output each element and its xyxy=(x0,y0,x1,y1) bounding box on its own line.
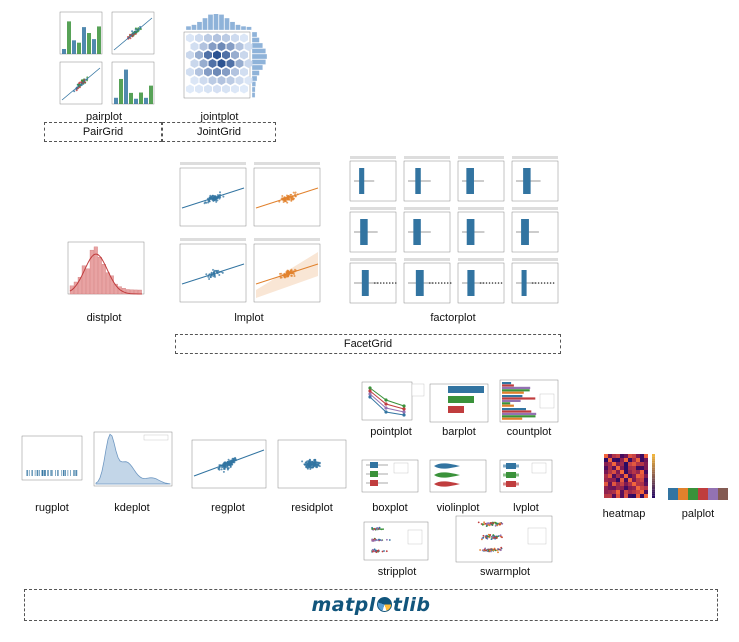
lvplot-caption: lvplot xyxy=(513,502,539,514)
residplot-thumbnail xyxy=(274,436,350,494)
heatmap-thumbnail xyxy=(588,452,664,502)
swarmplot-caption: swarmplot xyxy=(479,566,531,578)
palplot-thumbnail xyxy=(668,488,728,500)
kde-graphic xyxy=(93,431,173,487)
matplotlib-box: matpl tlib xyxy=(24,589,718,621)
lmplot-thumbnail xyxy=(174,158,324,308)
lm-graphic xyxy=(179,162,321,303)
residplot-caption: residplot xyxy=(291,502,333,514)
strip-graphic xyxy=(363,521,429,561)
jointplot-caption: jointplot xyxy=(200,111,239,123)
heat-graphic xyxy=(604,454,655,498)
pairplot-caption: pairplot xyxy=(85,111,123,123)
regplot-thumbnail xyxy=(186,436,270,494)
point-graphic xyxy=(361,381,425,421)
jointgrid-box: JointGrid xyxy=(162,122,276,142)
regplot-caption: regplot xyxy=(211,502,245,514)
lv-graphic xyxy=(499,459,553,493)
pairplot-thumbnail xyxy=(52,10,156,110)
jointplot-thumbnail xyxy=(172,14,267,110)
violin-graphic xyxy=(429,459,487,493)
pair-graphic xyxy=(59,11,155,105)
lmplot-caption: lmplot xyxy=(234,312,264,324)
lvplot-thumbnail xyxy=(496,458,556,496)
kdeplot-caption: kdeplot xyxy=(114,502,150,514)
pal-graphic xyxy=(668,488,728,500)
violinplot-thumbnail xyxy=(426,458,490,496)
facetgrid-label: FacetGrid xyxy=(343,338,393,350)
facetgrid-box: FacetGrid xyxy=(175,334,561,354)
pointplot-thumbnail xyxy=(356,378,426,424)
distplot-thumbnail xyxy=(62,240,146,302)
palplot-caption: palplot xyxy=(681,508,715,520)
kdeplot-thumbnail xyxy=(88,428,176,492)
factorplot-thumbnail xyxy=(344,152,562,306)
violinplot-caption: violinplot xyxy=(436,502,480,514)
factor-graphic xyxy=(349,156,559,304)
matplotlib-logo-text-end: tlib xyxy=(392,594,431,616)
box-graphic xyxy=(361,459,419,493)
dist-graphic xyxy=(67,241,145,295)
pointplot-caption: pointplot xyxy=(370,426,412,438)
pairgrid-box: PairGrid xyxy=(44,122,162,142)
swarm-graphic xyxy=(455,515,553,563)
resid-graphic xyxy=(277,439,347,489)
swarmplot-thumbnail xyxy=(452,514,558,566)
rug-graphic xyxy=(21,435,83,481)
matplotlib-logo-icon xyxy=(376,597,392,612)
stripplot-caption: stripplot xyxy=(377,566,417,578)
joint-graphic xyxy=(183,14,267,99)
count-graphic xyxy=(499,379,559,423)
factorplot-caption: factorplot xyxy=(430,312,476,324)
rugplot-thumbnail xyxy=(18,432,86,488)
bar-graphic xyxy=(429,383,489,423)
matplotlib-logo-text-start: matpl xyxy=(311,594,376,616)
stripplot-thumbnail xyxy=(360,520,434,564)
heatmap-caption: heatmap xyxy=(602,508,646,520)
matplotlib-logo: matpl tlib xyxy=(311,594,430,616)
countplot-caption: countplot xyxy=(506,426,552,438)
reg-graphic xyxy=(191,439,267,489)
jointgrid-label: JointGrid xyxy=(196,126,242,138)
boxplot-caption: boxplot xyxy=(372,502,408,514)
countplot-thumbnail xyxy=(496,378,562,424)
distplot-caption: distplot xyxy=(86,312,122,324)
boxplot-thumbnail xyxy=(358,458,422,496)
rugplot-caption: rugplot xyxy=(35,502,69,514)
pairgrid-label: PairGrid xyxy=(82,126,124,138)
barplot-thumbnail xyxy=(426,382,492,424)
barplot-caption: barplot xyxy=(442,426,476,438)
